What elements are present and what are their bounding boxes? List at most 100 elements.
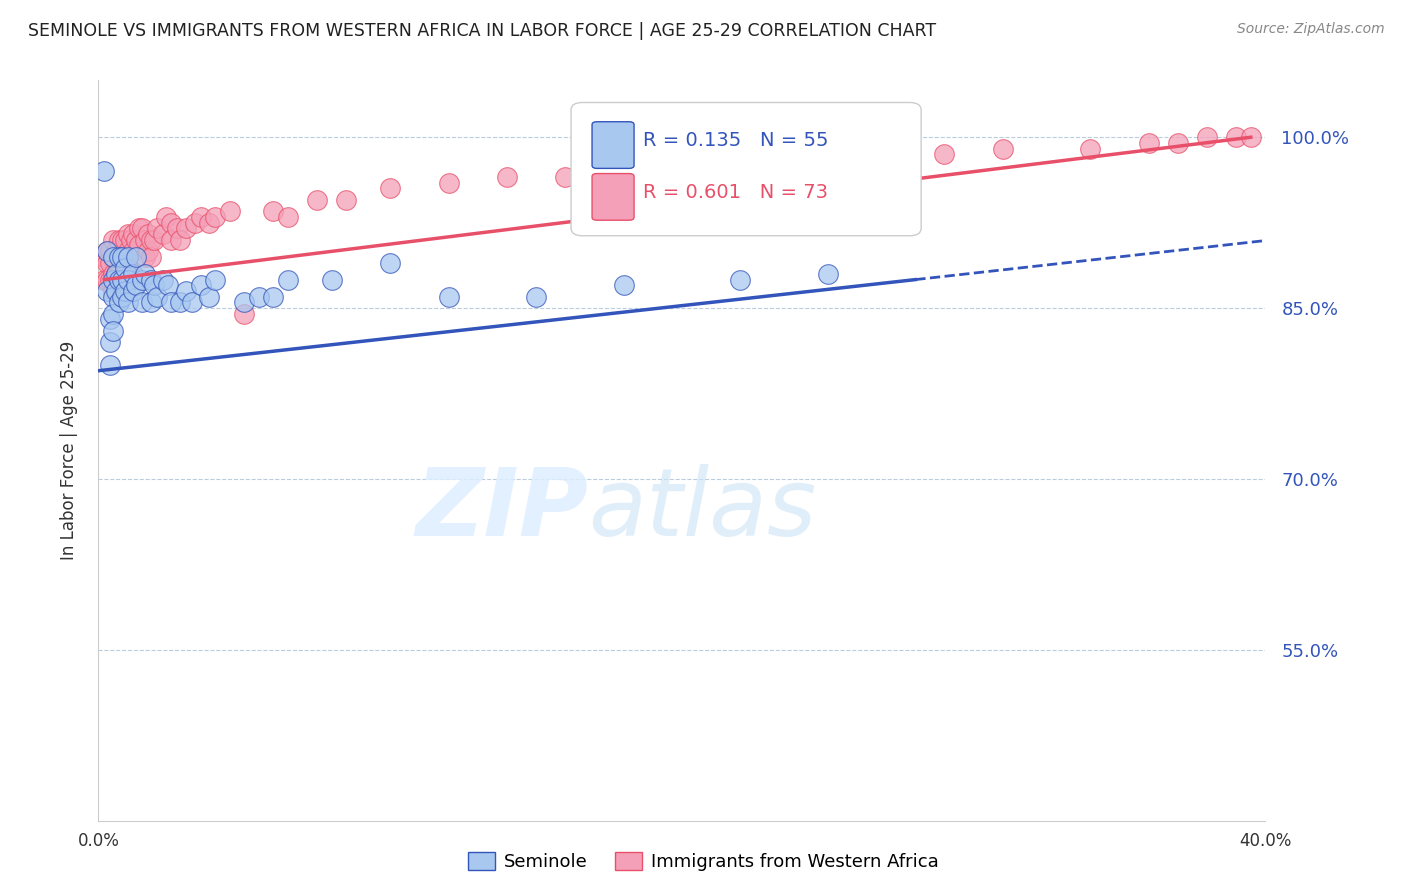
Point bbox=[131, 272, 153, 286]
Point bbox=[128, 221, 150, 235]
Point bbox=[437, 290, 460, 304]
Point bbox=[183, 216, 205, 230]
Point bbox=[122, 267, 145, 281]
Point bbox=[101, 324, 124, 338]
Text: R = 0.601   N = 73: R = 0.601 N = 73 bbox=[644, 184, 828, 202]
Point bbox=[111, 290, 134, 304]
Point bbox=[117, 261, 139, 276]
Point bbox=[612, 278, 634, 293]
Point bbox=[190, 278, 212, 293]
Point bbox=[101, 250, 124, 264]
Point bbox=[174, 284, 197, 298]
Point bbox=[125, 278, 148, 293]
Point bbox=[96, 272, 118, 286]
Point bbox=[111, 233, 134, 247]
Point bbox=[104, 284, 127, 298]
Point bbox=[101, 272, 124, 286]
Point bbox=[496, 170, 519, 185]
Point bbox=[111, 250, 134, 264]
Point bbox=[117, 295, 139, 310]
Point bbox=[612, 159, 634, 173]
Point bbox=[93, 164, 115, 178]
Point bbox=[204, 210, 226, 224]
Point bbox=[101, 307, 124, 321]
Point bbox=[96, 284, 118, 298]
Point bbox=[307, 193, 329, 207]
Legend: Seminole, Immigrants from Western Africa: Seminole, Immigrants from Western Africa bbox=[460, 845, 946, 879]
Point bbox=[139, 233, 162, 247]
Point bbox=[111, 272, 134, 286]
Point bbox=[204, 272, 226, 286]
Point bbox=[218, 204, 240, 219]
Point bbox=[134, 233, 156, 247]
Text: ZIP: ZIP bbox=[416, 464, 589, 556]
Point bbox=[139, 272, 162, 286]
Point bbox=[671, 159, 693, 173]
Point bbox=[139, 250, 162, 264]
Point bbox=[104, 267, 127, 281]
Point bbox=[98, 244, 121, 259]
Point bbox=[96, 244, 118, 259]
Point bbox=[101, 233, 124, 247]
Point bbox=[169, 295, 191, 310]
Point bbox=[96, 255, 118, 269]
Point bbox=[437, 176, 460, 190]
Point bbox=[108, 267, 131, 281]
Point bbox=[166, 221, 188, 235]
Point bbox=[817, 267, 839, 281]
Point bbox=[134, 250, 156, 264]
Point bbox=[262, 204, 284, 219]
Y-axis label: In Labor Force | Age 25-29: In Labor Force | Age 25-29 bbox=[59, 341, 77, 560]
Point bbox=[114, 284, 136, 298]
Point bbox=[160, 233, 183, 247]
Point bbox=[101, 267, 124, 281]
Point bbox=[108, 250, 131, 264]
Point bbox=[380, 181, 402, 195]
Point bbox=[117, 250, 139, 264]
Point bbox=[114, 233, 136, 247]
Text: Source: ZipAtlas.com: Source: ZipAtlas.com bbox=[1237, 22, 1385, 37]
Point bbox=[139, 295, 162, 310]
Point bbox=[117, 272, 139, 286]
Point bbox=[128, 238, 150, 252]
Point bbox=[134, 267, 156, 281]
Point bbox=[117, 244, 139, 259]
Point bbox=[93, 272, 115, 286]
Point bbox=[1225, 130, 1247, 145]
Point bbox=[180, 295, 202, 310]
Point bbox=[524, 290, 547, 304]
FancyBboxPatch shape bbox=[571, 103, 921, 235]
Point bbox=[98, 335, 121, 350]
Point bbox=[233, 295, 256, 310]
Point bbox=[157, 278, 180, 293]
Point bbox=[190, 210, 212, 224]
Point bbox=[1167, 136, 1189, 150]
Point bbox=[934, 147, 956, 161]
Point bbox=[233, 307, 256, 321]
Point bbox=[108, 272, 131, 286]
Point bbox=[277, 272, 299, 286]
Point bbox=[108, 233, 131, 247]
Point bbox=[104, 267, 127, 281]
Point bbox=[98, 272, 121, 286]
Point bbox=[142, 233, 165, 247]
Point bbox=[262, 290, 284, 304]
Point bbox=[98, 358, 121, 372]
Point bbox=[198, 290, 221, 304]
Point bbox=[101, 290, 124, 304]
Point bbox=[730, 272, 752, 286]
FancyBboxPatch shape bbox=[592, 121, 634, 169]
Point bbox=[155, 210, 177, 224]
Text: SEMINOLE VS IMMIGRANTS FROM WESTERN AFRICA IN LABOR FORCE | AGE 25-29 CORRELATIO: SEMINOLE VS IMMIGRANTS FROM WESTERN AFRI… bbox=[28, 22, 936, 40]
Point bbox=[554, 170, 576, 185]
Point bbox=[169, 233, 191, 247]
Point bbox=[198, 216, 221, 230]
Text: atlas: atlas bbox=[589, 464, 817, 555]
Point bbox=[120, 233, 142, 247]
Point bbox=[98, 255, 121, 269]
Point bbox=[108, 250, 131, 264]
Point bbox=[125, 233, 148, 247]
Point bbox=[122, 284, 145, 298]
Point bbox=[122, 244, 145, 259]
Point bbox=[136, 227, 159, 241]
